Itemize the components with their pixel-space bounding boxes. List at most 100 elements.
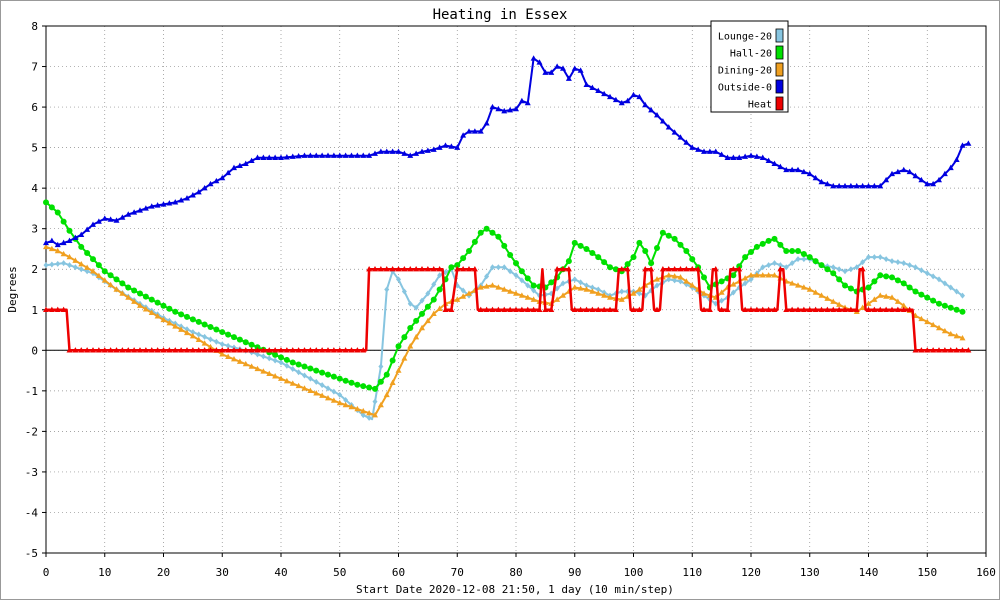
y-tick-label: -2 bbox=[25, 425, 38, 438]
outside-0-point bbox=[912, 172, 919, 179]
heat-point bbox=[795, 306, 801, 312]
heat-point bbox=[624, 266, 631, 272]
heat-point bbox=[72, 347, 79, 353]
hall-20-point bbox=[113, 276, 120, 283]
x-tick-label: 50 bbox=[333, 566, 346, 579]
hall-20-point bbox=[483, 225, 490, 232]
heat-point bbox=[789, 306, 796, 312]
series-layer bbox=[43, 55, 972, 421]
series-hall-20 bbox=[43, 199, 966, 392]
hall-20-point bbox=[119, 280, 126, 287]
hall-20-point bbox=[466, 247, 472, 254]
outside-0-point bbox=[383, 148, 390, 154]
dining-20-point bbox=[395, 367, 402, 373]
heat-point bbox=[842, 306, 848, 312]
heat-point bbox=[930, 347, 937, 353]
hall-20-point bbox=[595, 254, 602, 261]
dining-20-point bbox=[72, 257, 79, 263]
hall-20-point bbox=[90, 256, 96, 263]
lounge-20-point bbox=[213, 338, 219, 345]
heat-point bbox=[377, 266, 384, 272]
heat-point bbox=[912, 347, 919, 353]
hall-20-point bbox=[78, 243, 85, 250]
outside-0-point bbox=[166, 200, 173, 206]
heat-point bbox=[48, 306, 55, 312]
series-dining-20 bbox=[43, 243, 966, 418]
heat-point bbox=[283, 347, 290, 353]
heat-point bbox=[959, 347, 966, 353]
hall-20-point bbox=[789, 247, 796, 254]
hall-20-point bbox=[871, 278, 878, 285]
outside-0-point bbox=[730, 154, 737, 160]
heat-point bbox=[348, 347, 355, 353]
heat-point bbox=[307, 347, 314, 353]
heat-point bbox=[78, 347, 85, 353]
legend-box bbox=[710, 20, 789, 113]
hall-20-point bbox=[513, 260, 519, 267]
outside-0-point bbox=[871, 182, 878, 189]
dining-20-point bbox=[360, 407, 367, 414]
lounge-20-point bbox=[654, 282, 660, 289]
lounge-20-point bbox=[407, 300, 413, 307]
outside-0-point bbox=[360, 152, 367, 158]
hall-20-point bbox=[830, 270, 837, 277]
dining-20-point bbox=[419, 324, 425, 331]
outside-0-point bbox=[724, 154, 731, 160]
hall-20-point bbox=[583, 245, 590, 252]
dining-20-point bbox=[78, 260, 85, 267]
hall-20-point bbox=[48, 204, 55, 211]
heat-point bbox=[395, 266, 402, 272]
outside-0-point bbox=[789, 166, 796, 173]
hall-20-point bbox=[354, 381, 361, 388]
hall-20-point bbox=[824, 266, 831, 273]
hall-20-point bbox=[43, 199, 49, 206]
hall-20-point bbox=[918, 291, 925, 298]
lounge-20-point bbox=[930, 273, 936, 280]
lounge-20-point bbox=[936, 276, 942, 283]
lounge-20-point bbox=[636, 290, 642, 297]
hall-20-point bbox=[201, 321, 208, 328]
hall-20-point bbox=[877, 272, 884, 279]
hall-20-point bbox=[783, 247, 790, 254]
hall-20-point bbox=[419, 310, 425, 317]
heat-point bbox=[172, 347, 179, 353]
heat-point bbox=[683, 266, 690, 272]
hall-20-point bbox=[748, 249, 754, 256]
hall-20-point bbox=[689, 256, 696, 263]
hall-20-point bbox=[178, 311, 185, 318]
y-tick-label: 4 bbox=[31, 182, 38, 195]
heat-point bbox=[160, 347, 167, 353]
dining-20-point bbox=[730, 281, 737, 287]
outside-0-point bbox=[607, 93, 613, 100]
hall-20-point bbox=[184, 313, 190, 320]
y-tick-label: 6 bbox=[31, 101, 38, 114]
hall-20-point bbox=[283, 356, 290, 363]
dining-20-point bbox=[753, 272, 760, 278]
outside-0-point bbox=[965, 140, 972, 146]
lounge-20-point bbox=[801, 256, 807, 263]
lounge-20-point bbox=[595, 286, 601, 293]
outside-0-point bbox=[90, 221, 96, 227]
dining-20-point bbox=[424, 317, 431, 324]
heat-point bbox=[800, 306, 807, 312]
heat-point bbox=[706, 306, 713, 312]
outside-0-point bbox=[671, 129, 678, 135]
hall-20-point bbox=[166, 305, 173, 312]
y-tick-label: 8 bbox=[31, 20, 38, 33]
hall-20-point bbox=[413, 317, 420, 324]
outside-0-point bbox=[471, 128, 478, 134]
heat-point bbox=[442, 306, 449, 312]
legend-swatch bbox=[775, 62, 784, 77]
dining-20-point bbox=[366, 409, 373, 416]
heat-point bbox=[607, 306, 613, 312]
legend-label: Dining-20 bbox=[718, 66, 772, 77]
dining-20-point bbox=[771, 272, 778, 278]
lounge-20-point bbox=[777, 262, 783, 269]
dining-20-point bbox=[43, 243, 49, 250]
dining-20-point bbox=[166, 319, 173, 326]
lounge-20-point bbox=[918, 267, 924, 274]
heat-point bbox=[401, 266, 408, 272]
outside-0-point bbox=[812, 174, 819, 181]
dining-20-point bbox=[207, 343, 214, 350]
